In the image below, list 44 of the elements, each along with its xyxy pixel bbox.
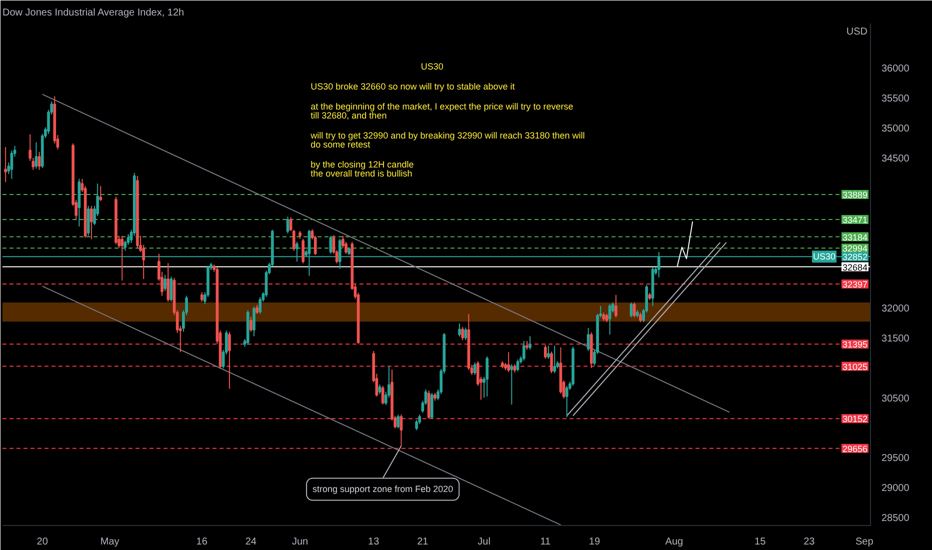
y-tick-label: 34500 <box>882 153 910 164</box>
x-tick-label: Jul <box>478 536 490 548</box>
x-tick-label: May <box>100 536 120 548</box>
ref-line-label: 33184 <box>842 232 868 242</box>
ref-line-label: 31395 <box>842 340 868 350</box>
annotation: US30 <box>420 61 444 72</box>
x-tick-label: 20 <box>36 536 48 548</box>
y-axis-title: USD <box>846 26 868 38</box>
ref-line-label: 30152 <box>842 414 868 424</box>
y-tick-label: 35000 <box>882 123 910 134</box>
ref-line-label: 32994 <box>842 244 868 254</box>
y-tick-label: 28500 <box>882 513 910 524</box>
x-tick-label: Aug <box>665 536 684 548</box>
y-tick-label: 29500 <box>882 453 910 464</box>
ref-line-label: 33889 <box>842 190 868 200</box>
annotation: US30 <box>812 252 836 262</box>
annotation: strong support zone from Feb 2020 <box>312 484 454 494</box>
y-tick-label: 30500 <box>882 393 910 404</box>
x-tick-label: 11 <box>540 536 552 548</box>
x-tick-label: 23 <box>804 536 816 548</box>
ref-line-label: 33471 <box>842 215 868 226</box>
y-tick-label: 31500 <box>882 333 910 344</box>
x-tick-label: 19 <box>588 536 600 548</box>
y-tick-label: 36000 <box>882 63 910 74</box>
x-tick-label: Jun <box>292 536 308 548</box>
x-tick-label: Sep <box>855 536 874 548</box>
annotation: US30 broke 32660 so now will try to stable above it <box>310 81 516 92</box>
ref-line-label: 32852 <box>842 252 868 262</box>
y-tick-label: 35500 <box>882 93 910 104</box>
annotation: by the closing 12H candle the overall trend is bullish <box>310 159 414 179</box>
y-tick-label: 29000 <box>882 483 910 494</box>
annotation: at the beginning of the market, I expect the price will try to reverse till 32680, and then <box>310 101 574 120</box>
x-tick-label: 13 <box>368 536 380 548</box>
ref-line-label: 29656 <box>842 444 868 454</box>
x-tick-label: 24 <box>245 536 257 548</box>
chart-title: Dow Jones Industrial Average Index, 12h <box>2 8 184 18</box>
ref-line-label: 32397 <box>842 279 868 290</box>
ref-line-label: 31025 <box>842 362 868 372</box>
y-tick-label: 32000 <box>882 303 910 314</box>
x-tick-label: 21 <box>417 536 429 548</box>
ref-line-label: 32684 <box>842 262 868 272</box>
annotation: will try to get 32990 and by breaking 32990 will reach 33180 then will do some retest <box>310 130 585 150</box>
x-tick-label: 15 <box>754 536 766 548</box>
x-tick-label: 16 <box>196 536 208 548</box>
